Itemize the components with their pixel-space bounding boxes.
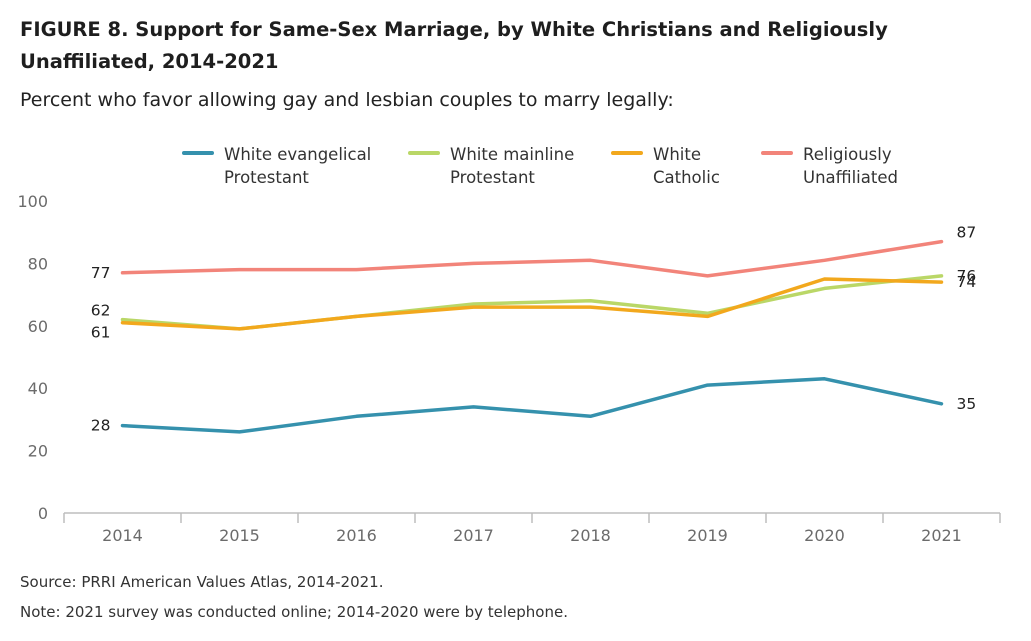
series-line-1: [120, 274, 944, 331]
data-label: 28: [91, 417, 111, 435]
data-label: 62: [91, 302, 111, 320]
x-tick-label: 2016: [336, 526, 377, 545]
y-tick-label: 40: [28, 379, 48, 398]
method-note: Note: 2021 survey was conducted online; …: [20, 603, 568, 621]
x-tick-label: 2020: [804, 526, 845, 545]
y-tick-label: 0: [38, 504, 48, 523]
x-tick-label: 2018: [570, 526, 611, 545]
line-chart: White evangelical Protestant White mainlin…: [17, 145, 1001, 545]
legend-label: Protestant: [450, 168, 535, 187]
y-axis: 0 20 40 60 80 100: [17, 192, 48, 523]
x-tick-label: 2015: [219, 526, 260, 545]
series-line-0: [120, 377, 944, 434]
y-tick-label: 60: [28, 317, 48, 336]
legend-label: Protestant: [224, 168, 309, 187]
legend-label: Unaffiliated: [803, 168, 898, 187]
data-labels: 28 35 62 76 61 74 77 87: [91, 224, 976, 435]
x-tick-label: 2017: [453, 526, 494, 545]
data-label: 61: [91, 324, 111, 342]
legend-label: White evangelical: [224, 145, 371, 164]
x-tick-label: 2019: [687, 526, 728, 545]
x-tick-label: 2021: [921, 526, 962, 545]
x-tick-label: 2014: [102, 526, 143, 545]
legend-label: Catholic: [653, 168, 720, 187]
source-note: Source: PRRI American Values Atlas, 2014…: [20, 573, 384, 591]
legend-label: White: [653, 145, 701, 164]
series-lines: [120, 239, 944, 434]
chart-title: FIGURE 8. Support for Same-Sex Marriage,…: [20, 18, 888, 73]
y-tick-label: 20: [28, 442, 48, 461]
data-label: 76: [957, 267, 977, 285]
x-axis: 2014 2015 2016 2017 2018 2019 2020 2021: [63, 512, 1001, 545]
series-line-2: [120, 277, 944, 331]
data-label: 35: [957, 395, 977, 413]
series-line-3: [120, 239, 944, 278]
legend: White evangelical Protestant White mainlin…: [182, 145, 898, 187]
data-label: 74: [957, 273, 977, 291]
chart-subtitle: Percent who favor allowing gay and lesbi…: [20, 89, 674, 111]
y-tick-label: 80: [28, 254, 48, 273]
data-label: 87: [957, 224, 977, 242]
legend-label: Religiously: [803, 145, 892, 164]
legend-label: White mainline: [450, 145, 574, 164]
y-tick-label: 100: [17, 192, 48, 211]
data-label: 77: [91, 264, 111, 282]
